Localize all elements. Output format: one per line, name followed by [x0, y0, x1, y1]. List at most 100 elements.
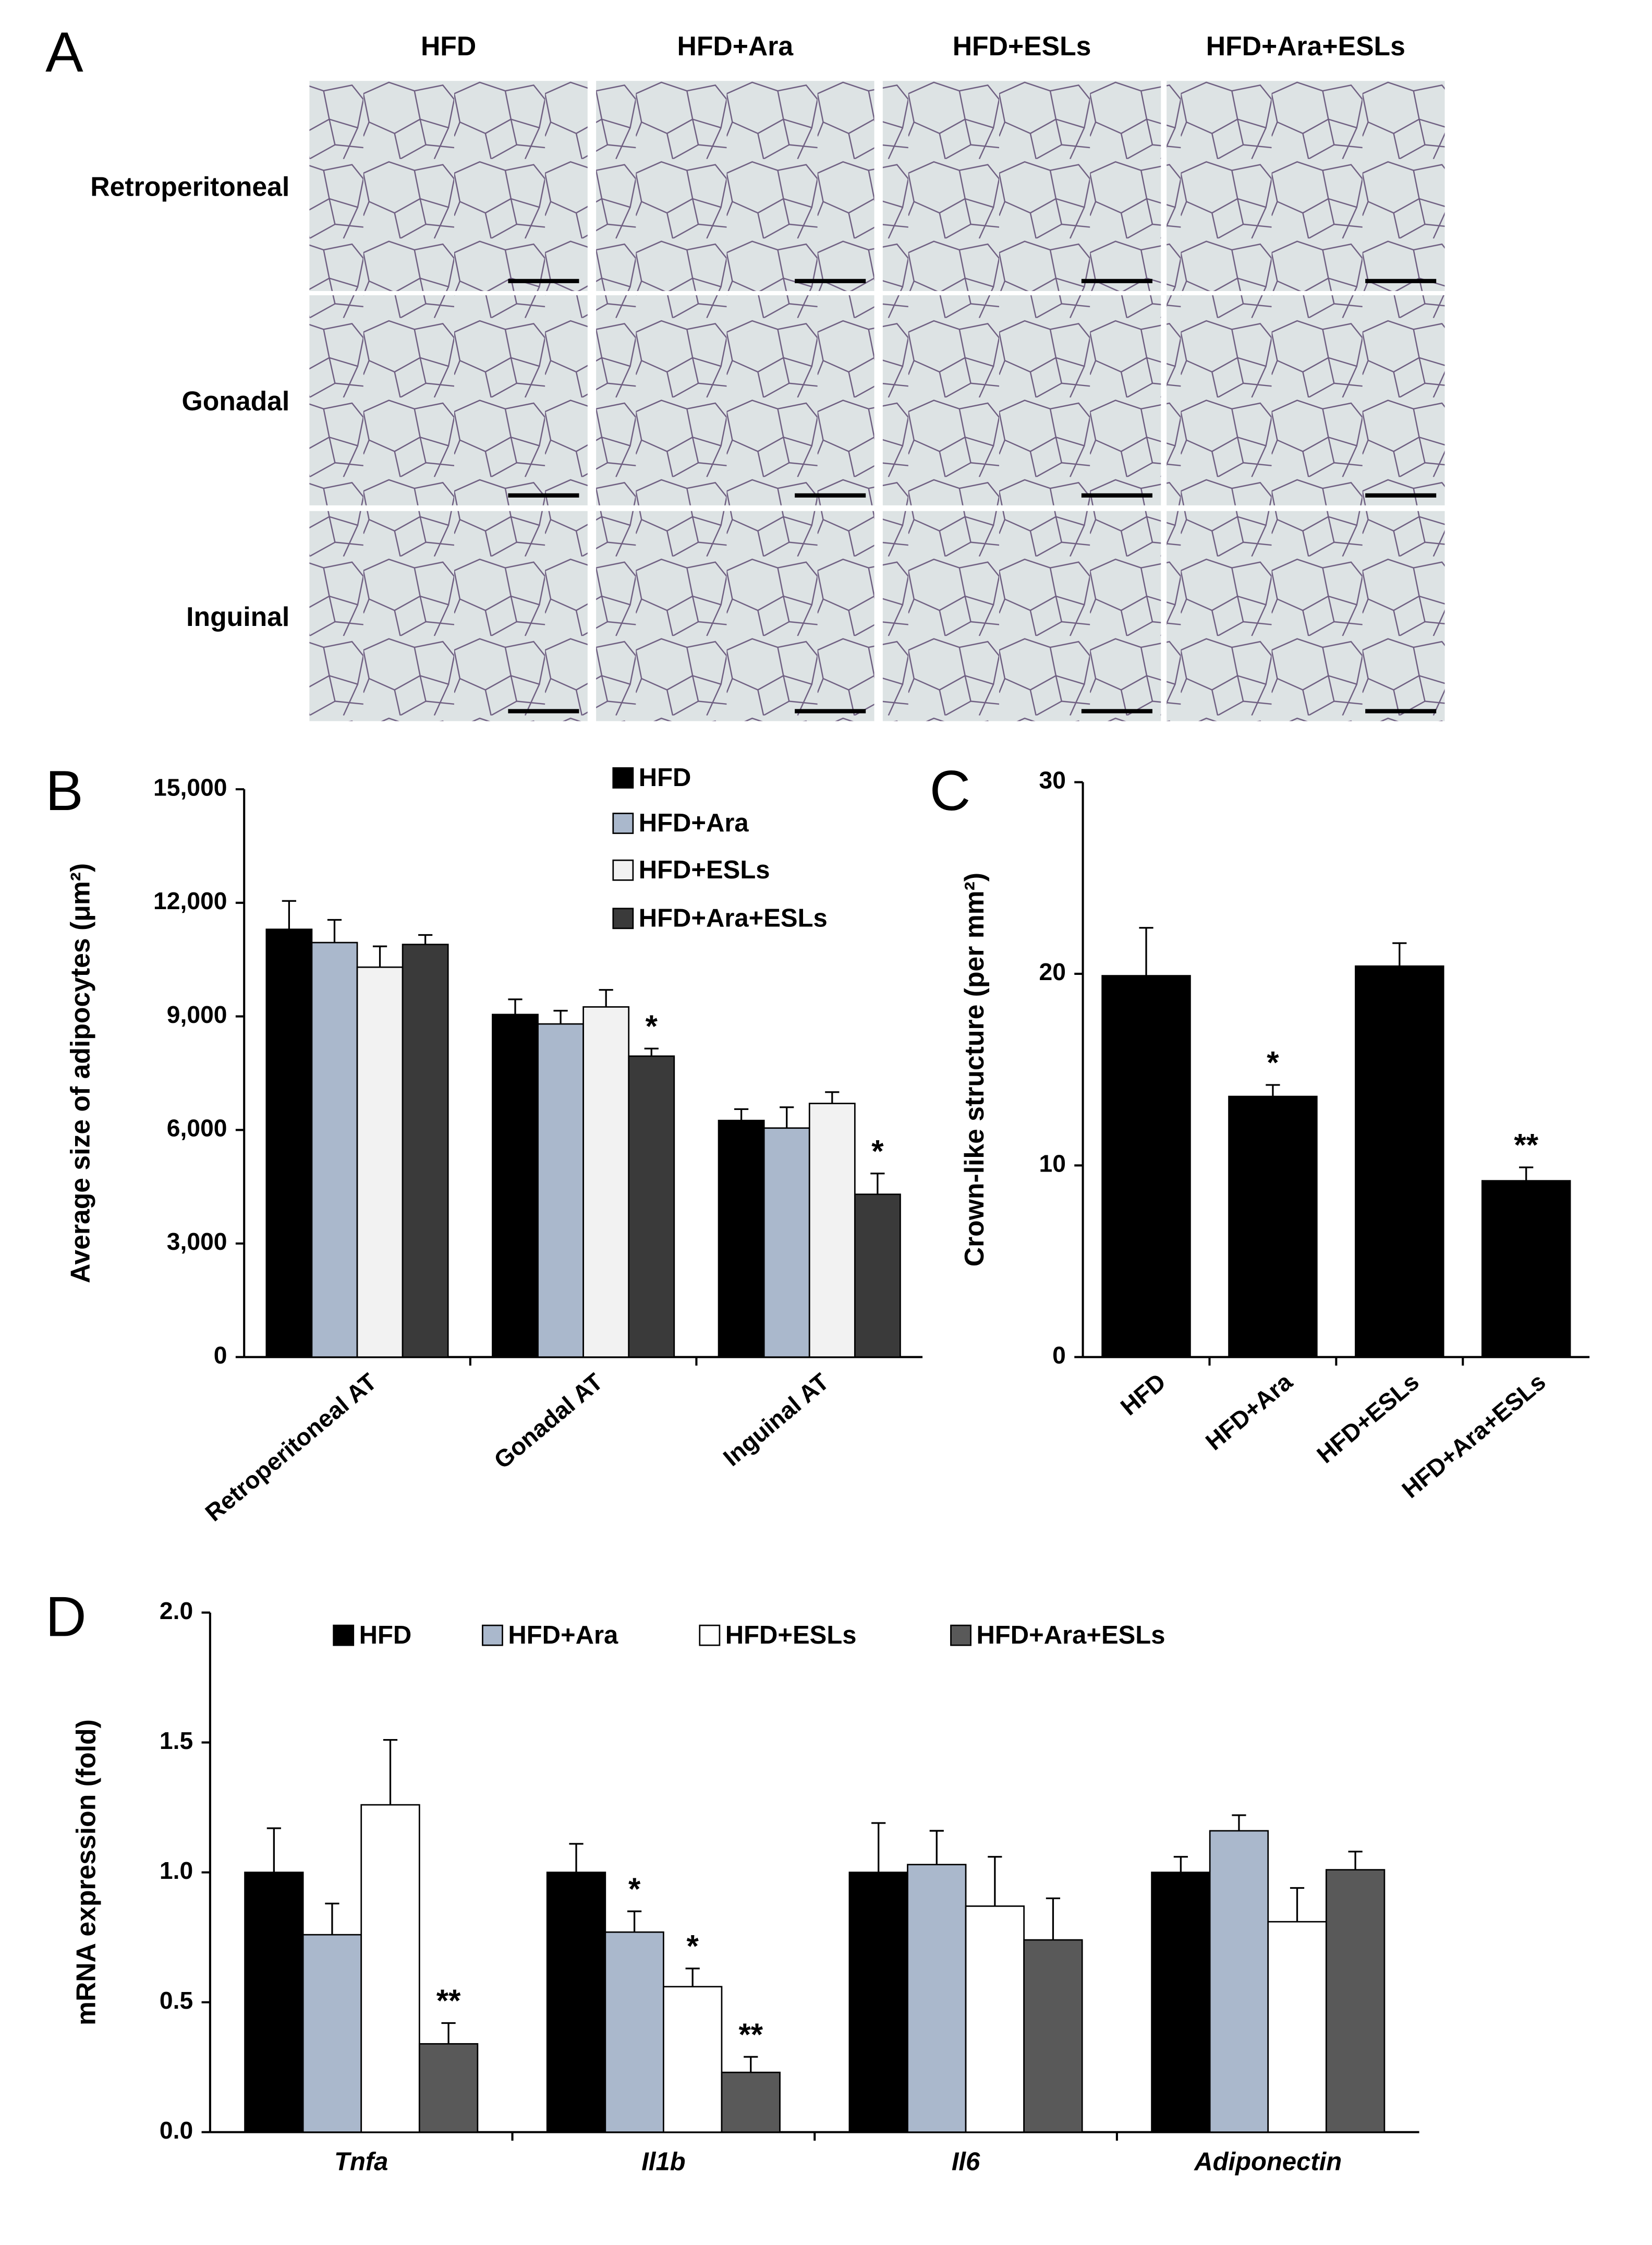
significance: *: [1267, 1045, 1279, 1080]
panel-label: C: [930, 759, 971, 823]
panel-label: D: [45, 1585, 87, 1649]
significance: *: [687, 1929, 699, 1964]
y-tick-label: 20: [1039, 958, 1065, 985]
bar: [1267, 1921, 1327, 2133]
row-label: Gonadal: [182, 386, 290, 416]
bar: [854, 1193, 901, 1358]
bar: [763, 1127, 810, 1358]
y-tick-label: 3,000: [167, 1228, 227, 1255]
bar: [302, 1934, 362, 2133]
micrograph: [1167, 81, 1445, 291]
row-label: Inguinal: [186, 601, 289, 632]
significance: **: [738, 2017, 763, 2052]
x-tick-label: Il6: [952, 2147, 980, 2176]
bar: [965, 1905, 1025, 2133]
bar: [718, 1119, 765, 1358]
bar: [537, 1023, 584, 1358]
bar: [402, 944, 449, 1358]
significance: *: [871, 1133, 884, 1168]
micrograph: [882, 295, 1161, 505]
bar: [492, 1013, 539, 1358]
y-tick-label: 0.5: [160, 1987, 193, 2014]
y-tick-label: 10: [1039, 1150, 1065, 1177]
micrograph: [596, 511, 874, 721]
bar: [311, 942, 358, 1358]
y-tick-label: 12,000: [153, 887, 227, 914]
row-label: Retroperitoneal: [90, 172, 289, 202]
significance: **: [436, 1983, 461, 2018]
legend-label: HFD+Ara: [508, 1621, 618, 1649]
y-tick-label: 9,000: [167, 1001, 227, 1028]
y-tick-label: 1.0: [160, 1857, 193, 1884]
y-tick-label: 0.0: [160, 2117, 193, 2144]
bar: [907, 1864, 967, 2133]
micrograph: [309, 295, 588, 505]
legend-swatch: [699, 1624, 721, 1646]
x-tick-label: Gonadal AT: [489, 1368, 608, 1474]
column-label: HFD: [421, 31, 476, 61]
bar: [244, 1872, 304, 2133]
y-axis-label: Crown-like structure (per mm²): [959, 873, 989, 1266]
bar: [663, 1986, 723, 2133]
y-tick-label: 0: [1052, 1342, 1066, 1369]
significance: *: [628, 1872, 641, 1906]
legend-swatch: [612, 908, 634, 930]
x-tick-label: HFD: [1115, 1368, 1171, 1420]
legend-label: HFD+ESLs: [725, 1621, 857, 1649]
legend-label: HFD: [359, 1621, 412, 1649]
legend-swatch: [612, 859, 634, 881]
column-label: HFD+ESLs: [953, 31, 1091, 61]
y-tick-label: 2.0: [160, 1597, 193, 1624]
micrograph: [309, 81, 588, 291]
bar: [360, 1804, 420, 2133]
bar: [582, 1006, 630, 1358]
panel-label: A: [45, 21, 83, 85]
bar: [808, 1103, 856, 1358]
bar: [418, 2043, 479, 2133]
y-axis-label: mRNA expression (fold): [70, 1719, 101, 2025]
y-tick-label: 1.5: [160, 1727, 193, 1754]
bar: [604, 1931, 664, 2133]
y-tick-label: 30: [1039, 767, 1065, 794]
x-tick-label: Tnfa: [334, 2147, 388, 2176]
column-label: HFD+Ara: [677, 31, 794, 61]
legend-label: HFD: [639, 764, 691, 792]
column-label: HFD+Ara+ESLs: [1206, 31, 1405, 61]
micrograph: [596, 81, 874, 291]
legend-label: HFD+Ara+ESLs: [976, 1621, 1165, 1649]
x-tick-label: Adiponectin: [1194, 2147, 1342, 2176]
bar: [1023, 1939, 1083, 2133]
legend-swatch: [612, 813, 634, 834]
y-tick-label: 0: [214, 1342, 227, 1369]
x-tick-label: Il1b: [641, 2147, 685, 2176]
y-axis-label: Average size of adipocytes (μm²): [65, 863, 95, 1283]
x-tick-label: Inguinal AT: [718, 1368, 834, 1471]
micrograph: [882, 81, 1161, 291]
bar: [1355, 965, 1444, 1358]
legend-swatch: [482, 1624, 503, 1646]
significance: **: [1514, 1128, 1538, 1163]
bar: [1228, 1095, 1318, 1358]
legend-label: HFD+Ara: [639, 809, 749, 837]
bar: [848, 1872, 908, 2133]
bar: [1481, 1180, 1571, 1358]
legend-swatch: [612, 767, 634, 789]
micrograph: [1167, 295, 1445, 505]
bar: [1325, 1869, 1386, 2133]
significance: *: [646, 1009, 658, 1044]
panel-label: B: [45, 759, 83, 823]
x-tick-label: Retroperitoneal AT: [200, 1368, 382, 1526]
legend-swatch: [950, 1624, 971, 1646]
bar: [1101, 975, 1191, 1358]
micrograph: [596, 295, 874, 505]
micrograph: [882, 511, 1161, 721]
legend-label: HFD+ESLs: [639, 856, 770, 884]
bar: [265, 928, 313, 1358]
bar: [721, 2071, 781, 2133]
legend-label: HFD+Ara+ESLs: [639, 904, 828, 932]
y-tick-label: 15,000: [153, 774, 227, 801]
micrograph: [1167, 511, 1445, 721]
x-tick-label: HFD+Ara: [1200, 1368, 1298, 1456]
